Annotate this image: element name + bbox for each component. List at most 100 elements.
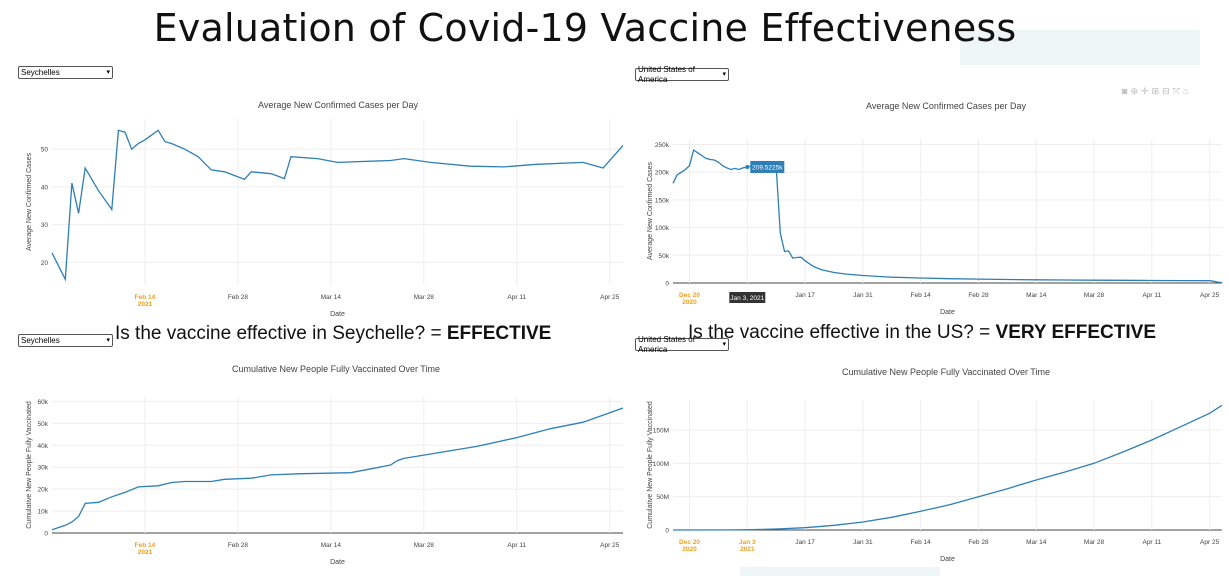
seychelles-question: Is the vaccine effective in Seychelle? =… [115,323,551,345]
y-tick-label: 20k [38,487,49,494]
x-tick-label: Feb 28 [228,542,249,549]
y-tick-label: 20 [41,260,49,267]
x-tick-label: Jan 3 [739,539,756,546]
y-tick-label: 50 [41,147,49,154]
tooltip-box [750,160,785,173]
y-axis-title: Cumulative New People Fully Vaccinated [26,401,33,529]
x-tick-label: Apr 25 [600,294,620,301]
y-tick-label: 0 [44,531,48,538]
answer-text: VERY EFFECTIVE [995,322,1157,343]
x-tick-label: Mar 14 [1026,539,1047,546]
x-tick-sublabel: 2020 [682,299,697,306]
y-tick-label: 50k [659,253,670,260]
x-tick-label: Jan 17 [795,539,815,546]
tooltip-value: 209.5225k [752,164,783,171]
chevron-down-icon: ▾ [722,70,726,78]
chart-title: Cumulative New People Fully Vaccinated O… [842,367,1050,377]
x-tick-label: Mar 28 [414,294,435,301]
x-tick-sublabel: 2021 [138,301,153,308]
series-line [51,407,624,531]
x-tick-label: Apr 11 [1142,539,1161,546]
series-line [672,149,1223,284]
panel-seychelles-vaccinations: Seychelles ▾ Cumulative New People Fully … [16,334,630,567]
y-tick-label: 40k [38,443,49,450]
y-axis-title: Average New Confirmed Cases [647,162,654,260]
y-tick-label: 100k [655,225,670,232]
y-tick-label: 0 [665,528,669,535]
country-select[interactable]: United States of America ▾ [635,335,729,354]
y-tick-label: 60k [38,399,49,406]
x-tick-label: Mar 28 [414,542,435,549]
reset-icon[interactable]: ⌂ [1182,86,1192,96]
y-tick-label: 30 [41,222,49,229]
x-tick-label: Mar 28 [1084,292,1105,299]
y-tick-label: 150k [655,197,670,204]
x-tick-label: Jan 17 [795,292,815,299]
chevron-down-icon: ▾ [722,340,726,348]
country-select[interactable]: United States of America ▾ [635,65,729,84]
x-tick-label: Apr 11 [1142,292,1161,299]
y-axis-title: Average New Confirmed Cases [26,153,33,251]
x-axis-title: Date [330,559,345,566]
panel-us-cases: United States of America ▾ ◙⊕✛⊞⊟⤧⌂ Averag… [632,65,1227,323]
series-line [51,129,624,282]
y-axis-title: Cumulative New People Fully Vaccinated [647,401,654,529]
x-tick-label: Mar 14 [321,294,342,301]
chevron-down-icon: ▾ [106,68,110,76]
chart-title: Average New Confirmed Cases per Day [258,100,418,110]
x-tick-label: Feb 28 [968,292,989,299]
zoom-icon[interactable]: ⊕ [1130,86,1141,96]
x-tick-label: Mar 28 [1084,539,1105,546]
country-select[interactable]: Seychelles ▾ [18,334,113,347]
background-decoration [960,30,1200,70]
zoom-in-icon[interactable]: ⊞ [1151,86,1163,96]
us-question: Is the vaccine effective in the US? = VE… [688,322,1156,344]
x-tick-label: Feb 28 [968,539,989,546]
chart-toolbar[interactable]: ◙⊕✛⊞⊟⤧⌂ [1122,86,1191,97]
panel-us-vaccinations: United States of America ▾ Cumulative New… [632,335,1227,567]
country-select-value: United States of America [638,64,695,84]
x-tick-label: Apr 11 [507,542,526,549]
x-tick-label: Feb 28 [228,294,249,301]
question-text: Is the vaccine effective in Seychelle? = [115,323,447,344]
y-tick-label: 50k [38,421,49,428]
panel-seychelles-cases: Seychelles ▾ Average New Confirmed Cases … [16,63,630,321]
x-tick-label: Jan 31 [853,292,873,299]
y-tick-label: 200k [655,170,670,177]
answer-text: EFFECTIVE [446,323,552,344]
x-axis-title: Date [940,309,955,316]
y-tick-label: 50M [656,494,669,501]
chart-title: Average New Confirmed Cases per Day [866,101,1026,111]
x-tick-label: Mar 14 [1026,292,1047,299]
question-text: Is the vaccine effective in the US? = [688,322,996,343]
x-tick-label: Feb 14 [135,542,156,549]
x-tick-label: Apr 25 [1200,292,1220,299]
zoom-out-icon[interactable]: ⊟ [1162,86,1173,96]
x-tick-sublabel: 2021 [138,549,153,556]
pan-icon[interactable]: ✛ [1140,86,1152,96]
autoscale-icon[interactable]: ⤧ [1172,86,1183,96]
x-tick-label: Dec 20 [679,539,700,546]
x-axis-title: Date [940,556,955,563]
y-tick-label: 100M [653,461,669,468]
y-tick-label: 30k [38,465,49,472]
x-tick-label: Jan 31 [853,539,873,546]
x-tick-label: Jan 3, 2021 [730,295,764,302]
x-tick-label: Feb 14 [911,539,932,546]
country-select[interactable]: Seychelles ▾ [18,66,113,79]
camera-icon[interactable]: ◙ [1122,86,1131,96]
x-tick-sublabel: 2021 [740,546,755,553]
x-tick-sublabel: 2020 [682,546,697,553]
x-tick-label: Apr 11 [507,294,526,301]
x-tick-label: Dec 20 [679,292,700,299]
y-tick-label: 40 [41,184,49,191]
x-tick-label: Apr 25 [600,542,620,549]
country-select-value: Seychelles [21,67,60,77]
chevron-down-icon: ▾ [106,336,110,344]
country-select-value: United States of America [638,334,695,354]
y-tick-label: 10k [38,509,49,516]
